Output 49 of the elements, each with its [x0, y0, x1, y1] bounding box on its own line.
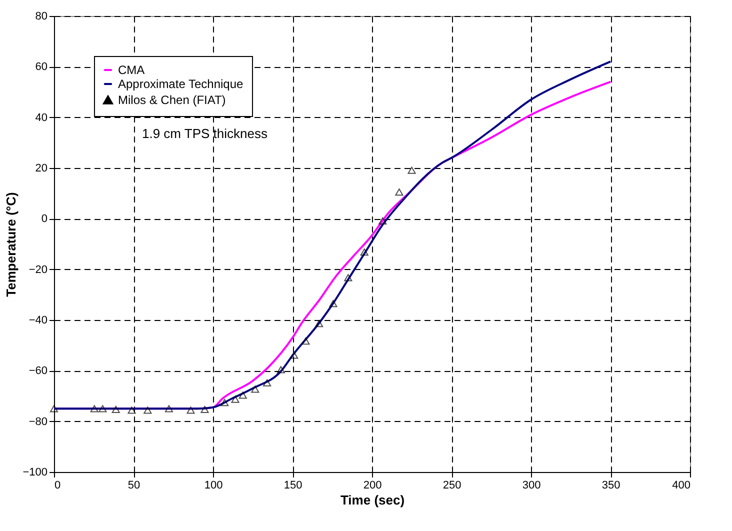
x-tick-label: 300: [522, 480, 541, 492]
y-tick-label: 60: [35, 61, 48, 74]
y-tick-label: 80: [35, 10, 48, 22]
point: [360, 248, 368, 256]
point: [144, 406, 152, 414]
legend-label: Milos & Chen (FIAT): [118, 93, 226, 107]
point: [186, 406, 195, 414]
y-tick-label: −80: [28, 416, 48, 428]
point: [200, 406, 209, 413]
x-tick-label: 200: [363, 480, 382, 492]
point: [112, 406, 120, 413]
point: [329, 300, 338, 308]
y-tick-label: −60: [28, 365, 48, 378]
y-tick-label: −40: [28, 314, 48, 326]
point: [98, 405, 107, 412]
x-tick-label: 150: [284, 480, 302, 492]
y-axis-title: Temperature (°C): [4, 192, 19, 297]
point: [50, 405, 58, 412]
point: [90, 405, 98, 412]
point: [290, 352, 298, 359]
point: [238, 392, 247, 399]
legend-label: CMA: [118, 63, 145, 77]
x-tick-label: 50: [128, 480, 140, 492]
point: [344, 274, 352, 282]
point: [251, 386, 260, 393]
x-tick-label: 0: [54, 480, 61, 492]
point: [263, 379, 272, 386]
point: [128, 406, 136, 414]
point: [408, 166, 416, 174]
point: [220, 399, 229, 406]
y-tick-label: −20: [28, 264, 48, 276]
point: [231, 396, 240, 403]
x-axis-title: Time (sec): [340, 492, 405, 508]
y-tick-label: 0: [41, 213, 48, 226]
x-tick-label: 350: [602, 480, 620, 492]
y-tick-label: 20: [35, 162, 48, 174]
point: [395, 188, 404, 196]
point: [302, 337, 310, 345]
point: [164, 405, 173, 412]
point: [378, 217, 387, 225]
y-tick-label: −100: [22, 466, 48, 478]
point: [315, 320, 324, 328]
annotation: 1.9 cm TPS thickness: [142, 126, 268, 141]
x-tick-label: 100: [204, 480, 223, 492]
y-tick-label: 40: [35, 112, 48, 124]
point: [276, 366, 285, 374]
legend-label: Approximate Technique: [118, 77, 244, 91]
x-tick-label: 400: [672, 480, 690, 492]
x-tick-label: 250: [442, 480, 462, 492]
